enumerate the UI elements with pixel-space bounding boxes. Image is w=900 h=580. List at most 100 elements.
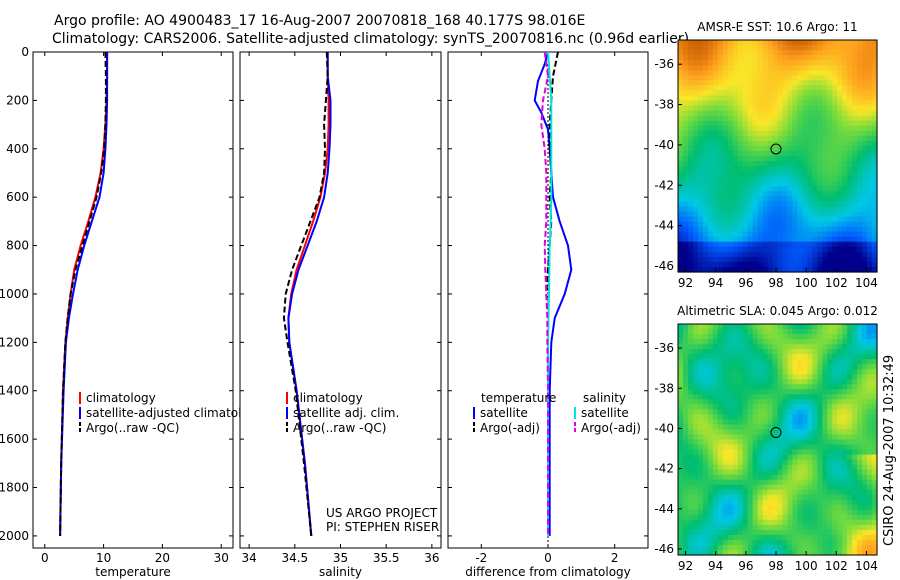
map-cell [722,206,729,212]
map-cell [707,369,714,375]
map-cell [867,206,873,212]
map-cell [697,267,704,273]
map-cell [752,424,759,430]
map-cell [697,369,704,375]
map-cell [797,176,803,182]
map-cell [802,70,808,76]
map-cell [727,499,734,506]
map-cell [832,181,838,187]
map-cell [722,539,729,546]
map-cell [692,216,699,223]
map-cell [847,344,853,350]
map-cell [802,384,808,390]
map-cell [707,389,714,395]
map-cell [812,55,818,61]
map-cell [737,374,744,380]
map-cell [857,125,863,132]
map-cell [683,514,689,521]
map-cell [852,344,858,350]
map-cell [707,414,714,420]
map-cell [707,469,714,476]
map-cell [812,399,818,405]
map-cell [827,216,833,223]
series-line [540,51,550,536]
map-cell [847,261,853,268]
map-cell [742,414,749,420]
map-cell [832,414,838,420]
map-cell [747,221,754,228]
map-cell [802,145,808,152]
map-cell [742,519,749,526]
map-cell [857,45,863,51]
map-cell [872,429,878,436]
map-cell [787,519,794,526]
map-cell [737,389,744,395]
map-cell [688,534,694,541]
map-cell [678,120,684,127]
map-cell [742,364,749,370]
map-cell [777,329,784,335]
map-cell [772,409,779,415]
map-cell [683,125,689,132]
map-cell [867,171,873,177]
map-cell [688,226,694,233]
map-cell [712,359,719,365]
map-cell [767,369,774,375]
map-cell [847,384,853,390]
map-cell [707,504,714,511]
map-cell [772,454,779,461]
map-cell [702,267,709,273]
map-cell [727,545,734,551]
map-cell [782,206,789,212]
map-cell [777,85,784,91]
map-cell [797,171,803,177]
map-cell [827,231,833,238]
map-cell [817,504,823,511]
map-cell [722,529,729,536]
map-cell [827,534,833,541]
map-cell [842,105,848,112]
map-cell [812,176,818,182]
map-cell [827,324,833,330]
map-cell [747,156,754,162]
map-cell [802,226,808,233]
map-cell [747,145,754,152]
map-cell [862,359,868,365]
map-cell [767,429,774,436]
map-cell [782,70,789,76]
map-cell [847,256,853,263]
map-cell [827,176,833,182]
map-cell [807,534,813,541]
map-cell [757,539,764,546]
map-cell [678,394,684,400]
map-cell [842,161,848,167]
map-cell [847,130,853,137]
map-cell [862,489,868,496]
map-cell [862,130,868,137]
map-cell [727,454,734,461]
map-cell [712,135,719,142]
map-cell [832,399,838,405]
map-cell [737,55,744,61]
map-cell [702,550,709,556]
map-cell [692,539,699,546]
map-cell [692,409,699,415]
map-cell [867,529,873,536]
map-cell [852,145,858,152]
timestamp-side-label: CSIRO 24-Aug-2007 10:32:49 [882,355,897,546]
map-cell [792,267,798,273]
map-cell [688,364,694,370]
map-cell [727,384,734,390]
map-cell [837,454,843,461]
map-cell [862,379,868,385]
map-cell [747,211,754,218]
map-cell [827,130,833,137]
map-cell [772,514,779,521]
map-cell [752,145,759,152]
map-cell [837,85,843,91]
map-cell [697,429,704,436]
map-cell [757,409,764,415]
map-cell [762,90,769,96]
map-cell [847,429,853,436]
map-cell [832,384,838,390]
